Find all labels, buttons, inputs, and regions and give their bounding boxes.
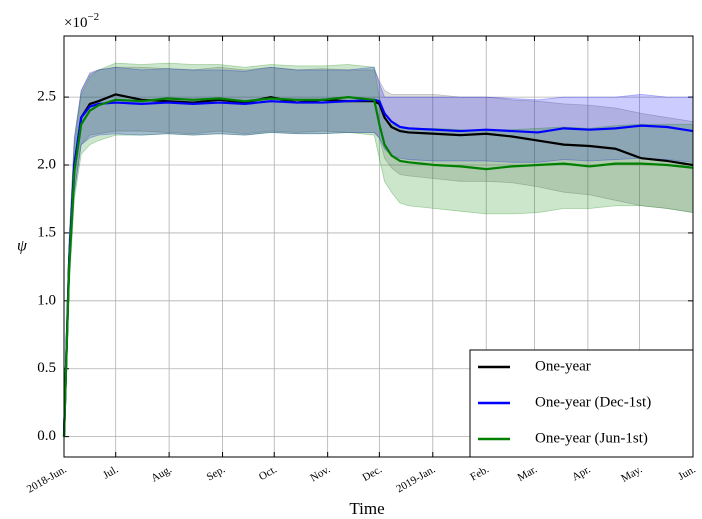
legend-label: One-year (Jun-1st) (535, 430, 648, 446)
y-tick-label: 0.0 (37, 428, 56, 444)
offset-text: ×10−2 (64, 11, 99, 32)
y-tick-label: 1.0 (37, 292, 56, 308)
x-tick-label: 2019-Jan. (394, 463, 438, 495)
plot-frame (63, 35, 694, 458)
x-tick-label: Dec. (360, 463, 384, 484)
offset-exponent: −2 (87, 11, 99, 23)
x-tick-label: Apr. (570, 463, 593, 483)
x-tick-label: May. (619, 463, 644, 485)
line (62, 96, 694, 437)
y-tick-label: 2.5 (37, 89, 56, 105)
x-tick-label: Jul. (101, 463, 121, 481)
x-tick-label: Mar. (515, 463, 539, 484)
x-tick-label: Aug. (149, 463, 174, 484)
x-tick-label: Sep. (205, 463, 228, 483)
legend-label: One-year (535, 358, 591, 374)
x-axis-label: Time (349, 499, 384, 518)
y-tick-label: 2.0 (37, 156, 56, 172)
y-axis-label: ψ (17, 238, 28, 255)
x-tick-label: 2018-Jun. (25, 463, 69, 495)
x-tick-label: Nov. (308, 463, 332, 484)
offset-base: ×10 (64, 15, 87, 31)
legend: One-year One-year (Dec-1st) One-year (Jun-… (469, 349, 694, 458)
x-tick-label: Oct. (257, 463, 279, 483)
x-tick-label: Feb. (468, 463, 491, 483)
x-tick-label: Jun. (676, 463, 698, 483)
y-tick-label: 0.5 (37, 360, 56, 376)
legend-label: One-year (Dec-1st) (535, 394, 651, 410)
y-tick-label: 1.5 (37, 224, 56, 240)
